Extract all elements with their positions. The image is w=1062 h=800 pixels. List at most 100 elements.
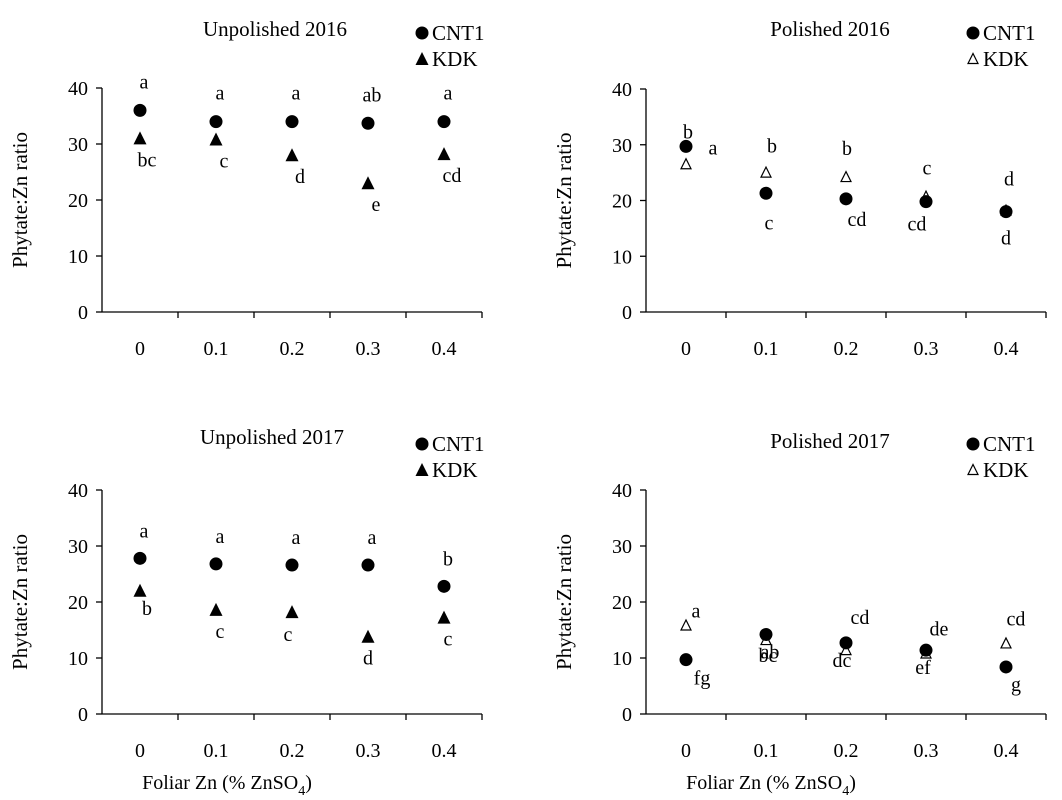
data-point-cnt1 — [437, 579, 451, 593]
x-tick-label: 0.2 — [280, 338, 305, 360]
data-point-cnt1 — [839, 636, 853, 650]
y-tick-label: 10 — [68, 246, 88, 268]
y-tick-label: 0 — [78, 704, 88, 726]
legend-marker-kdk — [967, 52, 979, 65]
data-point-cnt1 — [999, 205, 1013, 219]
x-axis-label: Foliar Zn (% ZnSO4) — [142, 772, 312, 799]
data-point-cnt1 — [133, 103, 147, 117]
data-point-cnt1 — [999, 660, 1013, 674]
y-tick-label: 0 — [78, 302, 88, 324]
data-point-cnt1 — [839, 192, 853, 206]
significance-letter-kdk: bc — [759, 645, 778, 667]
data-point-kdk — [840, 643, 852, 656]
data-point-kdk — [209, 132, 223, 146]
data-point-kdk — [680, 618, 692, 631]
data-point-cnt1 — [759, 627, 773, 641]
y-axis-label: Phytate:Zn ratio — [552, 534, 576, 670]
legend-marker-kdk — [967, 463, 979, 476]
y-tick-label: 0 — [622, 704, 632, 726]
y-tick-label: 10 — [612, 246, 632, 268]
legend-marker-cnt1 — [415, 437, 429, 451]
legend-marker-cnt1 — [415, 26, 429, 40]
significance-letter-cnt1: ab — [363, 84, 382, 106]
significance-letter-cnt1: ef — [915, 657, 931, 679]
x-tick-label: 0.1 — [754, 338, 779, 360]
data-point-kdk — [1000, 636, 1012, 649]
y-tick-label: 10 — [612, 648, 632, 670]
significance-letter-kdk: de — [930, 619, 949, 641]
data-point-kdk — [840, 170, 852, 183]
x-tick-label: 0.3 — [356, 740, 381, 762]
chart-panel-3: Unpolished 2017 0 10 20 30 40 0 0.1 0.2 0.3 0.4 Phy… — [8, 425, 485, 762]
data-point-kdk — [361, 629, 375, 643]
significance-letter-kdk: bc — [138, 149, 157, 171]
legend-marker-kdk — [415, 463, 429, 476]
significance-letter-kdk: a — [692, 601, 701, 623]
chart-panel-1: Unpolished 2016 0 10 20 30 40 0 0.1 0.2 0.3 0.4 Phy… — [8, 17, 485, 360]
x-tick-label: 0.4 — [994, 740, 1019, 762]
significance-letter-kdk: b — [683, 121, 693, 143]
y-tick-label: 20 — [68, 592, 88, 614]
significance-letter-cnt1: dc — [833, 650, 852, 672]
y-tick-label: 40 — [68, 480, 88, 502]
y-tick-label: 30 — [612, 536, 632, 558]
significance-letter-cnt1: a — [216, 526, 225, 548]
y-tick-label: 40 — [68, 78, 88, 100]
legend-label-cnt1: CNT1 — [432, 432, 485, 456]
data-point-cnt1 — [679, 139, 693, 153]
data-point-cnt1 — [759, 186, 773, 200]
x-axis-label: Foliar Zn (% ZnSO4) — [686, 772, 856, 799]
x-tick-label: 0.2 — [834, 338, 859, 360]
significance-letter-kdk: b — [767, 136, 777, 158]
data-point-cnt1 — [919, 195, 933, 209]
legend-label-kdk: KDK — [983, 47, 1029, 71]
data-point-cnt1 — [285, 115, 299, 129]
y-tick-label: 20 — [612, 592, 632, 614]
legend-label-kdk: KDK — [432, 458, 478, 482]
significance-letter-kdk: d — [1001, 228, 1011, 250]
y-tick-label: 0 — [622, 302, 632, 324]
legend-marker-cnt1 — [966, 26, 980, 40]
significance-letter-kdk: d — [295, 166, 305, 188]
y-axis-label: Phytate:Zn ratio — [552, 133, 576, 269]
data-point-cnt1 — [361, 116, 375, 130]
legend-marker-cnt1 — [966, 437, 980, 451]
legend-label-kdk: KDK — [983, 458, 1029, 482]
x-tick-label: 0.3 — [914, 740, 939, 762]
legend-label-cnt1: CNT1 — [432, 21, 485, 45]
y-axis-label: Phytate:Zn ratio — [8, 132, 32, 268]
x-tick-label: 0.3 — [356, 338, 381, 360]
y-tick-label: 30 — [68, 536, 88, 558]
legend-label-kdk: KDK — [432, 47, 478, 71]
significance-letter-cnt1: b — [443, 548, 453, 570]
significance-letter-kdk: c — [284, 624, 293, 646]
x-tick-label: 0.1 — [204, 338, 229, 360]
chart-title: Polished 2016 — [770, 17, 890, 41]
significance-letter-cnt1: a — [368, 527, 377, 549]
x-tick-label: 0.3 — [914, 338, 939, 360]
significance-letter-cnt1: ab — [761, 641, 780, 663]
legend-marker-kdk — [415, 52, 429, 65]
chart-panel-2: Polished 2016 0 10 20 30 40 0 0.1 0.2 0.3 0.4 Phyta… — [552, 17, 1047, 360]
significance-letter-cnt1: a — [292, 83, 301, 105]
significance-letter-kdk: c — [923, 158, 932, 180]
significance-letter-kdk: cd — [851, 607, 870, 629]
significance-letter-kdk: e — [372, 194, 381, 216]
significance-letter-cnt1: d — [1004, 169, 1014, 191]
significance-letter-kdk: b — [842, 138, 852, 160]
y-tick-label: 20 — [68, 190, 88, 212]
significance-letter-cnt1: a — [140, 520, 149, 542]
x-tick-label: 0 — [135, 338, 145, 360]
data-point-kdk — [133, 131, 147, 145]
x-tick-label: 0.4 — [432, 338, 457, 360]
chart-title: Unpolished 2016 — [203, 17, 347, 41]
significance-letter-cnt1: cd — [848, 209, 867, 231]
data-point-cnt1 — [679, 653, 693, 667]
x-tick-label: 0.4 — [432, 740, 457, 762]
x-tick-label: 0.4 — [994, 338, 1019, 360]
x-tick-label: 0.1 — [204, 740, 229, 762]
significance-letter-kdk: c — [444, 629, 453, 651]
significance-letter-cnt1: a — [444, 83, 453, 105]
significance-letter-kdk: cd — [443, 165, 462, 187]
x-tick-label: 0 — [681, 338, 691, 360]
